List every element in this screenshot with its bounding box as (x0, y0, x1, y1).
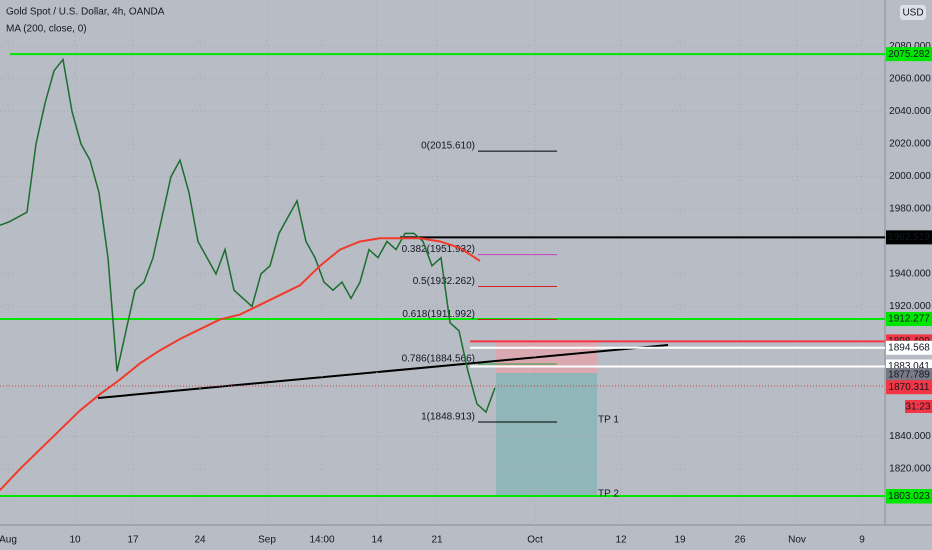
fib-label: 0.382(1951.932) (402, 244, 475, 255)
y-tick-label: 2020.000 (889, 139, 931, 150)
x-tick-label: Nov (788, 535, 806, 546)
price-axis (885, 0, 932, 550)
level-label: 1883.041 (888, 361, 930, 372)
level-tag (886, 230, 932, 245)
x-tick-label: Aug (0, 535, 17, 546)
level-label: 1870.311 (889, 382, 930, 393)
x-tick-label: 12 (615, 535, 627, 546)
fib-label: 1(1848.913) (421, 412, 475, 423)
level-tag (886, 380, 932, 395)
y-tick-label: 2080.000 (889, 41, 931, 52)
x-tick-label: 14:00 (309, 535, 334, 546)
countdown-tag (905, 400, 932, 413)
x-tick-label: 26 (734, 535, 746, 546)
level-label: 2075.282 (888, 49, 930, 60)
fib-label: 0.618(1911.992) (402, 309, 475, 320)
level-tag (886, 47, 932, 62)
x-tick-label: Sep (258, 535, 276, 546)
level-label: 1803.023 (888, 491, 930, 502)
y-tick-label: 2040.000 (889, 106, 931, 117)
countdown: 31:23 (905, 402, 930, 413)
y-tick-label: 1820.000 (889, 464, 931, 475)
currency[interactable]: USD (902, 8, 923, 19)
level-label: 1877.789 (888, 370, 930, 381)
x-tick-label: 17 (127, 535, 139, 546)
x-tick-label: 19 (674, 535, 686, 546)
fib-label: 0.786(1884.566) (402, 354, 475, 365)
target-label: TP 1 (598, 415, 619, 426)
series-line (0, 57, 496, 414)
level-tag (886, 489, 932, 504)
level-tag (886, 368, 932, 383)
level-tag (886, 340, 932, 355)
currency-button[interactable] (900, 5, 926, 20)
level-tag (886, 312, 932, 327)
y-tick-label: 1920.000 (889, 301, 931, 312)
target-label: TP 2 (598, 489, 619, 500)
y-tick-label: 1980.000 (889, 204, 931, 215)
x-tick-label: 10 (69, 535, 81, 546)
x-tick-label: 21 (431, 535, 443, 546)
y-tick-label: 2060.000 (889, 74, 931, 85)
y-tick-label: 2000.000 (889, 171, 931, 182)
target-zone (496, 373, 597, 495)
level-label: 1962.519 (888, 232, 930, 243)
x-tick-label: Oct (527, 535, 543, 546)
series-line (0, 237, 481, 491)
indicator: MA (200, close, 0) (6, 24, 87, 35)
title: Gold Spot / U.S. Dollar, 4h, OANDA (6, 7, 165, 18)
x-tick-label: 24 (194, 535, 206, 546)
x-tick-label: 9 (859, 535, 865, 546)
x-tick-label: 14 (371, 535, 383, 546)
level-label: 1894.568 (888, 342, 930, 353)
level-label: 1912.277 (888, 314, 930, 325)
y-tick-label: 1940.000 (889, 269, 931, 280)
trend-line (97, 344, 669, 399)
fib-label: 0(2015.610) (421, 141, 475, 152)
y-tick-label: 1840.000 (889, 431, 931, 442)
